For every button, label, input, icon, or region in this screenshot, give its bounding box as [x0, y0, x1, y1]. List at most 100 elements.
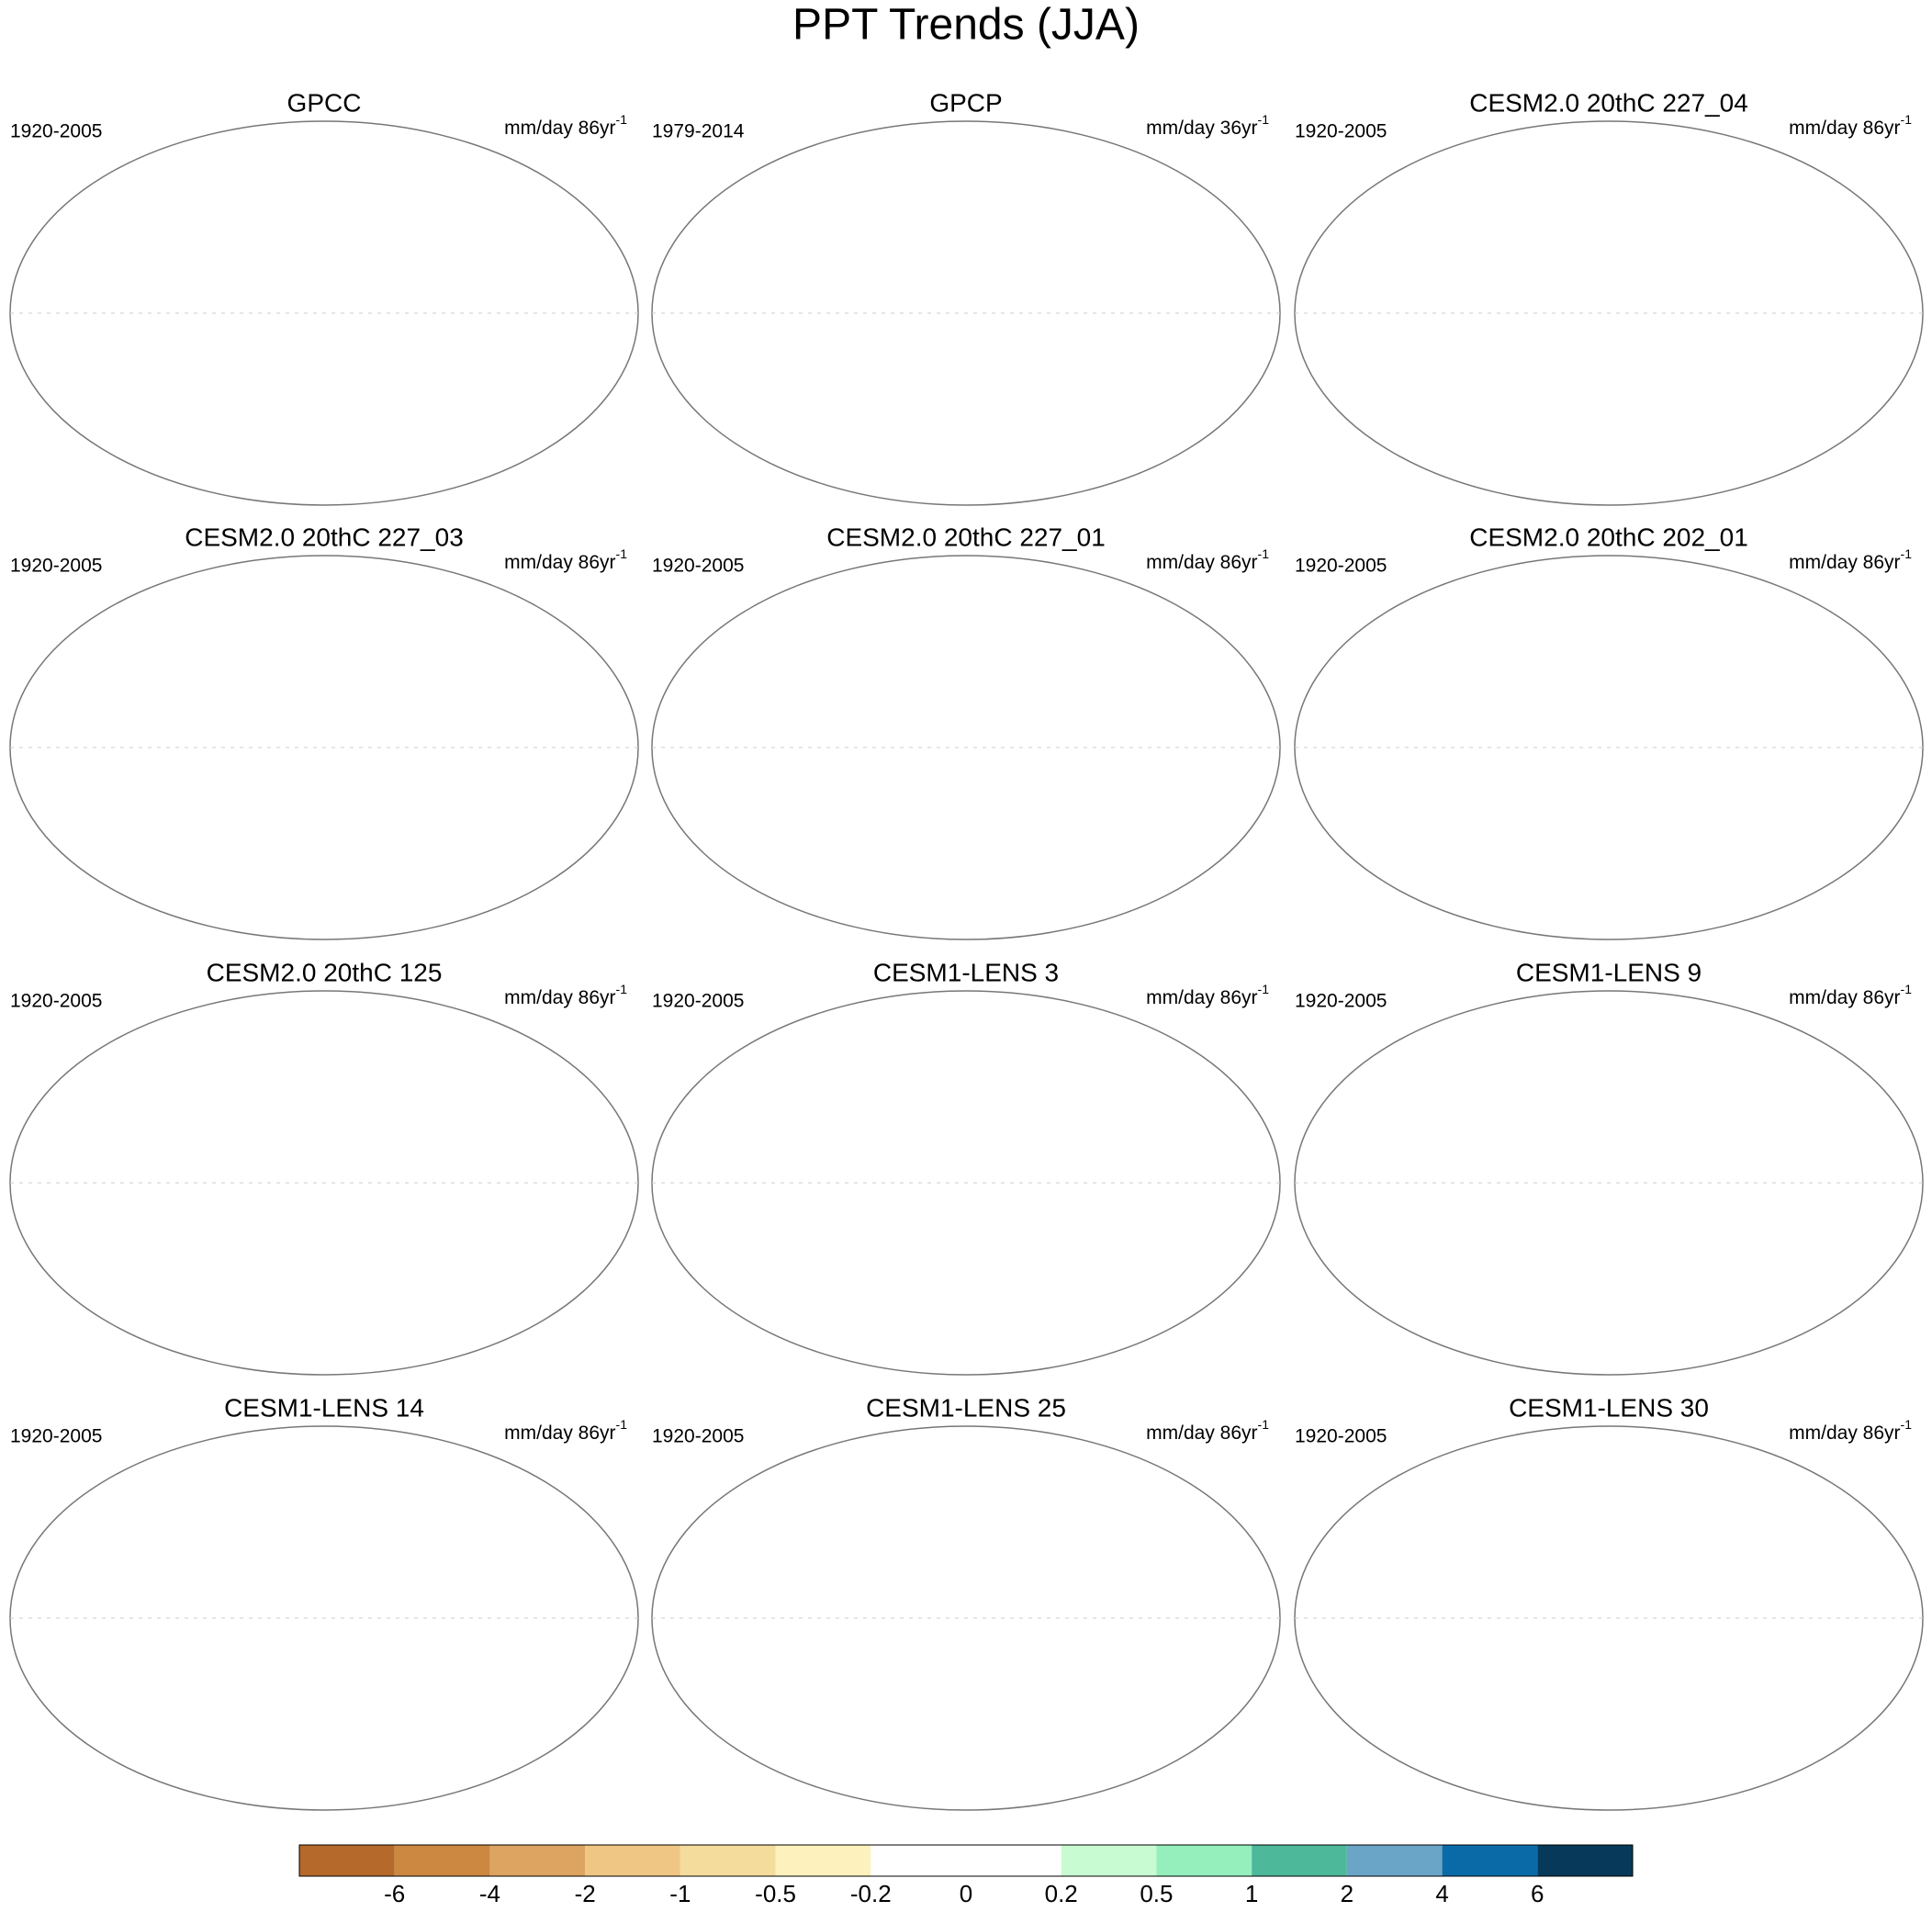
period-label: 1920-2005	[1295, 121, 1387, 142]
period-label: 1920-2005	[1295, 556, 1387, 577]
colorbar-label: -0.2	[850, 1880, 892, 1907]
colorbar-label: 0	[960, 1880, 972, 1907]
colorbar-box	[871, 1845, 966, 1876]
colorbar-label: 6	[1531, 1880, 1544, 1907]
colorbar-box	[1346, 1845, 1443, 1876]
units-text: mm/day 86yr	[504, 118, 615, 139]
colorbar-label: -1	[669, 1880, 691, 1907]
period-label: 1920-2005	[652, 1426, 744, 1447]
map-panel: CESM1-LENS 3 1920-2005 mm/day 86yr-1	[651, 958, 1281, 1376]
period-label: 1920-2005	[10, 1426, 102, 1447]
units-label: mm/day 86yr-1	[1146, 1417, 1269, 1444]
panel-title: CESM2.0 20thC 125	[207, 958, 443, 986]
units-exponent: -1	[1901, 1417, 1913, 1432]
units-exponent: -1	[1901, 982, 1913, 996]
panel-title: CESM2.0 20thC 227_04	[1469, 88, 1748, 117]
units-text: mm/day 86yr	[1146, 987, 1257, 1008]
units-label: mm/day 86yr-1	[504, 112, 627, 139]
units-exponent: -1	[616, 982, 628, 996]
colorbar-label: 4	[1435, 1880, 1448, 1907]
units-exponent: -1	[616, 546, 628, 561]
map-panel: GPCC 1920-2005 mm/day 86yr-1	[9, 88, 639, 506]
colorbar-label: -0.5	[755, 1880, 796, 1907]
colorbar-box	[489, 1845, 586, 1876]
units-exponent: -1	[1901, 112, 1913, 127]
colorbar-box	[1442, 1845, 1538, 1876]
panel-title: CESM1-LENS 9	[1516, 958, 1702, 986]
panel-title: CESM2.0 20thC 227_03	[185, 523, 464, 551]
map-panel: CESM1-LENS 9 1920-2005 mm/day 86yr-1	[1294, 958, 1924, 1376]
panel-title: CESM2.0 20thC 227_01	[826, 523, 1106, 551]
units-label: mm/day 86yr-1	[1789, 982, 1912, 1008]
colorbar-box	[966, 1845, 1061, 1876]
map-panel: CESM2.0 20thC 125 1920-2005 mm/day 86yr-1	[9, 958, 639, 1376]
units-label: mm/day 86yr-1	[1789, 112, 1912, 139]
colorbar-box	[1061, 1845, 1157, 1876]
units-text: mm/day 86yr	[1789, 552, 1900, 573]
units-text: mm/day 86yr	[1789, 118, 1900, 139]
panel-title: CESM1-LENS 3	[873, 958, 1059, 986]
map-panel: CESM1-LENS 25 1920-2005 mm/day 86yr-1	[651, 1393, 1281, 1811]
panel-title: CESM2.0 20thC 202_01	[1469, 523, 1748, 551]
panel-title: GPCP	[929, 88, 1002, 117]
units-label: mm/day 36yr-1	[1146, 112, 1269, 139]
colorbar-label: 2	[1341, 1880, 1354, 1907]
units-label: mm/day 86yr-1	[1146, 546, 1269, 573]
units-exponent: -1	[1258, 546, 1270, 561]
colorbar-box	[299, 1845, 395, 1876]
figure-title: PPT Trends (JJA)	[792, 1, 1140, 50]
panel-title: CESM1-LENS 14	[224, 1393, 424, 1422]
colorbar-box	[1252, 1845, 1347, 1876]
period-label: 1979-2014	[652, 121, 745, 142]
period-label: 1920-2005	[10, 556, 102, 577]
panel-title: GPCC	[287, 88, 362, 117]
units-label: mm/day 86yr-1	[504, 546, 627, 573]
units-text: mm/day 86yr	[504, 552, 615, 573]
colorbar-box	[1156, 1845, 1252, 1876]
period-label: 1920-2005	[652, 556, 744, 577]
units-text: mm/day 86yr	[504, 1423, 615, 1444]
units-exponent: -1	[1258, 1417, 1270, 1432]
units-exponent: -1	[1258, 112, 1270, 127]
period-label: 1920-2005	[10, 991, 102, 1012]
colorbar-box	[775, 1845, 871, 1876]
units-label: mm/day 86yr-1	[504, 982, 627, 1008]
units-exponent: -1	[1258, 982, 1270, 996]
units-exponent: -1	[1901, 546, 1913, 561]
units-text: mm/day 86yr	[1789, 1423, 1900, 1444]
units-text: mm/day 86yr	[1146, 1423, 1257, 1444]
panel-title: CESM1-LENS 25	[866, 1393, 1066, 1422]
period-label: 1920-2005	[652, 991, 744, 1012]
units-label: mm/day 86yr-1	[504, 1417, 627, 1444]
units-exponent: -1	[616, 112, 628, 127]
units-exponent: -1	[616, 1417, 628, 1432]
colorbar-label: 1	[1245, 1880, 1258, 1907]
colorbar-box	[680, 1845, 776, 1876]
map-panel: CESM2.0 20thC 227_01 1920-2005 mm/day 86yr…	[651, 523, 1281, 940]
colorbar-label: -4	[479, 1880, 500, 1907]
units-label: mm/day 86yr-1	[1146, 982, 1269, 1008]
panel-title: CESM1-LENS 30	[1509, 1393, 1709, 1422]
period-label: 1920-2005	[1295, 991, 1387, 1012]
colorbar-label: 0.5	[1140, 1880, 1173, 1907]
period-label: 1920-2005	[1295, 1426, 1387, 1447]
colorbar-box	[394, 1845, 490, 1876]
units-text: mm/day 86yr	[504, 987, 615, 1008]
map-panel: CESM2.0 20thC 227_03 1920-2005 mm/day 86yr…	[9, 523, 639, 940]
map-panel: CESM2.0 20thC 227_04 1920-2005 mm/day 86yr…	[1294, 88, 1924, 506]
colorbar-label: 0.2	[1045, 1880, 1078, 1907]
colorbar-label: -6	[384, 1880, 405, 1907]
colorbar-box	[1537, 1845, 1633, 1876]
colorbar-label: -2	[575, 1880, 596, 1907]
colorbar-frame	[298, 1844, 1634, 1877]
units-text: mm/day 86yr	[1146, 552, 1257, 573]
map-panel: GPCP 1979-2014 mm/day 36yr-1	[651, 88, 1281, 506]
map-panel: CESM1-LENS 14 1920-2005 mm/day 86yr-1	[9, 1393, 639, 1811]
units-label: mm/day 86yr-1	[1789, 546, 1912, 573]
units-text: mm/day 86yr	[1789, 987, 1900, 1008]
units-label: mm/day 86yr-1	[1789, 1417, 1912, 1444]
map-panel: CESM1-LENS 30 1920-2005 mm/day 86yr-1	[1294, 1393, 1924, 1811]
map-panel: CESM2.0 20thC 202_01 1920-2005 mm/day 86yr…	[1294, 523, 1924, 940]
units-text: mm/day 36yr	[1146, 118, 1257, 139]
